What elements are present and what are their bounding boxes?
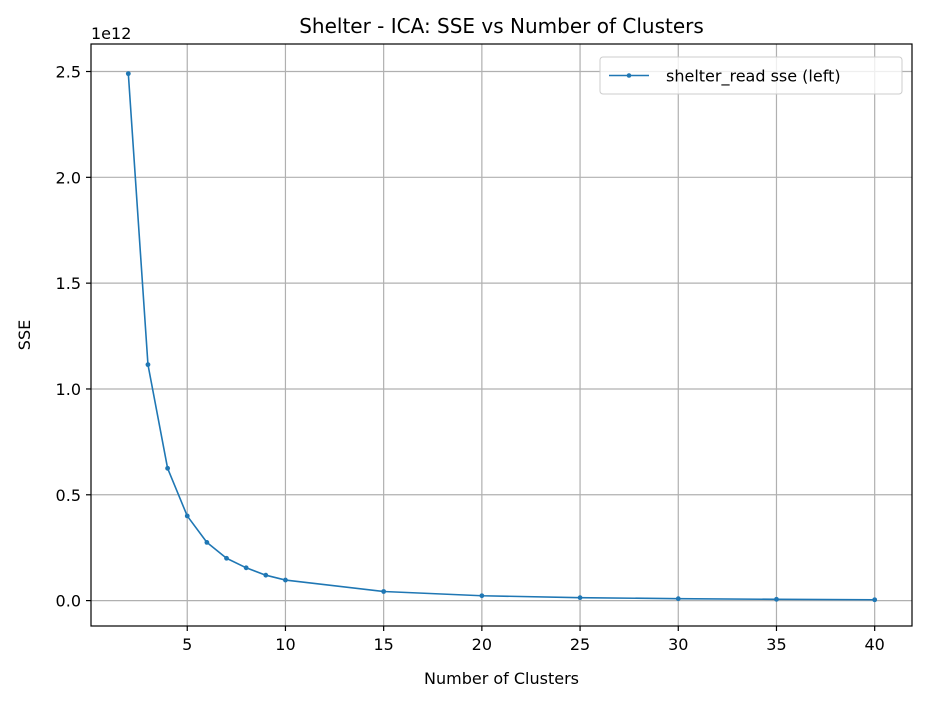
data-point [125,71,131,77]
y-axis-label: SSE [15,320,34,350]
data-point [774,596,779,602]
data-point [184,513,190,519]
x-tick-label: 35 [766,635,786,654]
data-point [243,565,249,571]
chart-title: Shelter - ICA: SSE vs Number of Clusters [299,14,704,38]
x-axis-label: Number of Clusters [424,669,579,688]
y-tick-label: 1.5 [56,274,81,293]
data-point [479,593,485,599]
data-point [675,596,681,602]
x-tick-label: 30 [668,635,688,654]
plot-area-frame [90,43,913,627]
data-point [204,540,210,545]
x-tick-label: 20 [472,635,492,654]
x-tick-label: 15 [373,635,393,654]
x-tick-label: 25 [570,635,590,654]
y-tick-label: 0.0 [56,592,81,611]
x-tick-label: 40 [865,635,885,654]
data-point [577,595,583,601]
data-point [165,465,171,471]
series-line-layer [127,73,875,601]
x-tick-label: 10 [275,635,295,654]
data-point [263,572,269,578]
data-point [872,597,878,603]
y-tick-label: 2.5 [56,63,81,82]
y-tick-label: 2.0 [56,168,81,187]
data-point [381,589,387,594]
x-tick-label: 5 [182,635,192,654]
data-point [283,577,288,583]
grid-lines [91,44,912,626]
axis-ticks: 5 10 15 20 25 30 35 40 0.0 0.5 1.0 1.5 2.0 2.5 [56,63,885,654]
y-axis-offset-label: 1e12 [91,24,131,43]
y-tick-label: 1.0 [56,380,81,399]
data-point [145,362,151,368]
legend-label: shelter_read sse (left) [666,67,841,87]
y-tick-label: 0.5 [56,486,81,505]
legend: shelter_read sse (left) [599,56,903,95]
data-point [224,555,229,561]
series-line [127,73,875,601]
legend-marker-swatch [626,73,632,78]
legend-box [599,56,903,95]
series-points-layer [125,71,878,603]
